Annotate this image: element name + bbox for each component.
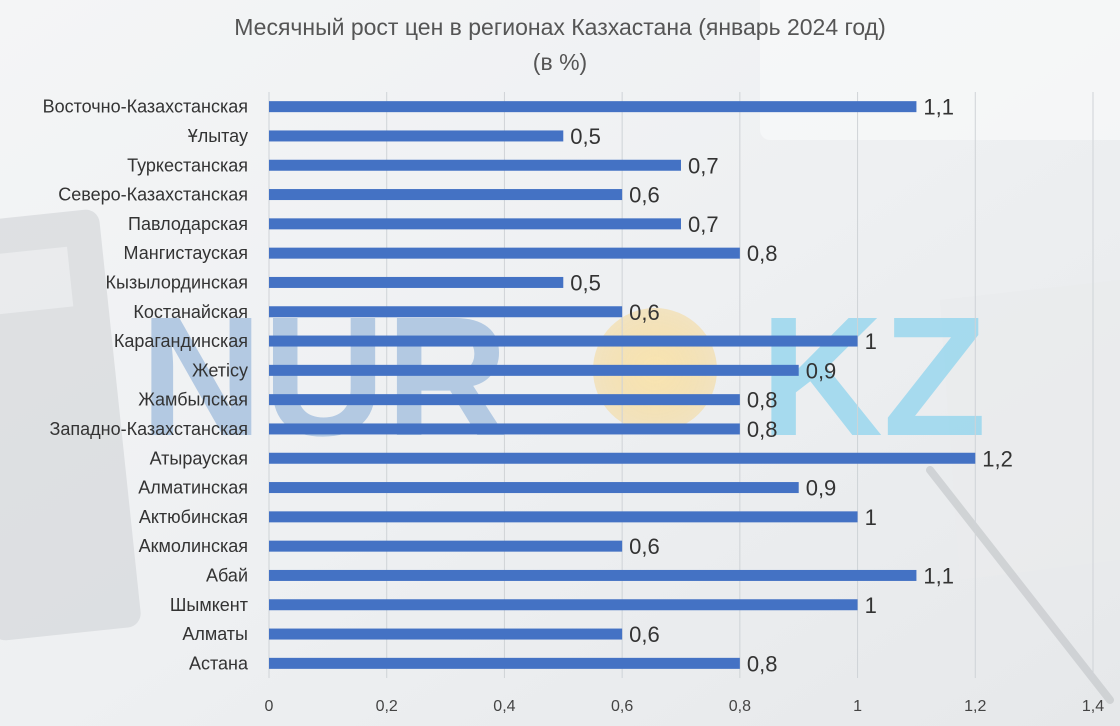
- category-label: Костанайская: [133, 302, 248, 322]
- category-label: Западно-Казахстанская: [50, 419, 248, 439]
- data-label: 0,5: [570, 124, 601, 149]
- x-tick-label: 1,2: [964, 698, 986, 715]
- category-label: Алматинская: [138, 478, 248, 498]
- category-label: Восточно-Казахстанская: [43, 97, 248, 117]
- gridlines: [268, 92, 1094, 678]
- data-label: 0,9: [806, 476, 837, 501]
- x-tick-label: 1,4: [1082, 698, 1104, 715]
- bar: [269, 394, 740, 406]
- data-label: 0,5: [570, 270, 601, 295]
- data-label: 0,8: [747, 241, 778, 266]
- category-label: Атырауская: [150, 448, 248, 468]
- bar: [269, 218, 681, 230]
- calculator-decoration: [0, 209, 141, 641]
- bar: [269, 276, 564, 288]
- category-label: Акмолинская: [139, 536, 248, 556]
- data-label: 1: [865, 593, 877, 618]
- data-label: 0,8: [747, 651, 778, 676]
- data-label: 0,6: [629, 183, 660, 208]
- x-tick-label: 0,2: [376, 698, 398, 715]
- watermark-kz: KZ: [760, 282, 987, 472]
- category-label: Алматы: [182, 624, 248, 644]
- x-tick-label: 0: [265, 698, 274, 715]
- bar: [269, 540, 623, 552]
- x-tick-label: 0,8: [729, 698, 751, 715]
- x-tick-label: 1: [853, 698, 862, 715]
- chart-subtitle: (в %): [533, 49, 587, 75]
- bar: [269, 628, 623, 640]
- category-label: Карагандинская: [114, 331, 248, 351]
- pen-decoration: [926, 466, 1114, 704]
- data-label: 0,6: [629, 622, 660, 647]
- bar: [269, 247, 740, 259]
- data-label: 1: [865, 505, 877, 530]
- category-label: Туркестанская: [127, 155, 248, 175]
- x-tick-label: 0,4: [493, 698, 515, 715]
- bar: [269, 130, 564, 142]
- bar: [269, 306, 623, 318]
- data-label: 0,9: [806, 358, 837, 383]
- x-tick-label: 0,6: [611, 698, 633, 715]
- category-label: Павлодарская: [128, 214, 248, 234]
- data-label: 0,8: [747, 388, 778, 413]
- data-labels: 1,1 0,5 0,7 0,6 0,7 0,8 0,5 0,6 1 0,9 0,8 0,8 1,2 0,9…: [570, 95, 1013, 677]
- data-label: 1: [865, 329, 877, 354]
- category-label: Абай: [206, 565, 248, 585]
- category-label: Северо-Казахстанская: [58, 185, 248, 205]
- data-label: 1,2: [982, 446, 1013, 471]
- data-label: 0,7: [688, 212, 719, 237]
- data-label: 1,1: [923, 563, 954, 588]
- bar: [269, 364, 799, 376]
- data-label: 0,6: [629, 534, 660, 559]
- bar: [269, 159, 681, 171]
- bars: [269, 101, 976, 669]
- data-label: 0,6: [629, 300, 660, 325]
- chart-title: Месячный рост цен в регионах Казхастана …: [234, 14, 886, 40]
- bar: [269, 335, 858, 347]
- bar: [269, 452, 976, 464]
- bar: [269, 423, 740, 435]
- data-label: 1,1: [923, 95, 954, 120]
- category-label: Мангистауская: [124, 243, 248, 263]
- bar: [269, 101, 917, 113]
- data-label: 0,7: [688, 153, 719, 178]
- bar: [269, 511, 858, 523]
- bar: [269, 569, 917, 581]
- category-label: Ұлытау: [188, 126, 248, 146]
- bar: [269, 189, 623, 201]
- data-label: 0,8: [747, 417, 778, 442]
- category-label: Жетісу: [192, 360, 248, 380]
- category-label: Актюбинская: [139, 507, 248, 527]
- x-axis-ticks: 0 0,2 0,4 0,6 0,8 1 1,2 1,4: [265, 698, 1105, 715]
- category-label: Астана: [189, 653, 249, 673]
- bar: [269, 482, 799, 494]
- category-label: Кызылординская: [106, 272, 248, 292]
- category-label: Шымкент: [170, 595, 248, 615]
- category-labels: Восточно-Казахстанская Ұлытау Туркестанска…: [43, 97, 249, 674]
- category-label: Жамбылская: [138, 390, 248, 410]
- bar: [269, 657, 740, 669]
- bar: [269, 599, 858, 611]
